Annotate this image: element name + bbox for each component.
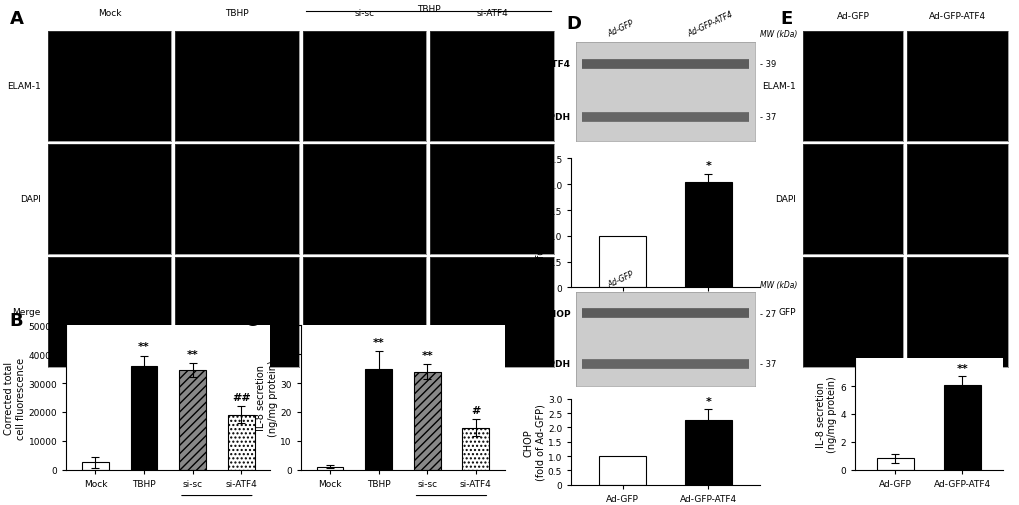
Bar	[82, 463, 109, 470]
Text: Ad-GFP: Ad-GFP	[836, 12, 868, 21]
Text: DAPI: DAPI	[774, 195, 795, 204]
Text: - 27: - 27	[759, 309, 775, 318]
Text: ATF4: ATF4	[545, 60, 571, 69]
Text: F: F	[812, 347, 824, 366]
Text: GFP: GFP	[777, 308, 795, 317]
Text: Ad-GFP: Ad-GFP	[606, 19, 635, 39]
Text: E: E	[780, 10, 792, 28]
Text: DAPI: DAPI	[20, 195, 41, 204]
Text: MW (kDa): MW (kDa)	[759, 280, 797, 289]
Text: C: C	[244, 311, 257, 329]
Text: **: **	[138, 342, 150, 351]
Text: #: #	[471, 405, 480, 415]
Bar	[414, 372, 440, 470]
Bar	[316, 467, 343, 470]
Text: MW (kDa): MW (kDa)	[759, 30, 797, 39]
Text: Ad-GFP-ATF4: Ad-GFP-ATF4	[928, 12, 985, 21]
Bar	[943, 385, 980, 470]
Text: - 37: - 37	[759, 360, 775, 368]
Text: ELAM-1: ELAM-1	[7, 82, 41, 91]
Text: B: B	[9, 311, 22, 329]
Text: Merge: Merge	[12, 308, 41, 317]
Bar	[875, 459, 913, 470]
Bar	[462, 428, 489, 470]
Text: GAPDH: GAPDH	[534, 360, 571, 368]
Bar	[130, 366, 157, 470]
Text: ELAM-1: ELAM-1	[761, 82, 795, 91]
Bar	[227, 415, 255, 470]
Y-axis label: ATF4
(fold of Ad-GFP): ATF4 (fold of Ad-GFP)	[523, 185, 544, 262]
Y-axis label: IL-8 secretion
(ng/mg protein): IL-8 secretion (ng/mg protein)	[256, 360, 277, 436]
Text: Ad-GFP-ATF4: Ad-GFP-ATF4	[686, 261, 734, 289]
Bar	[684, 182, 732, 288]
Text: *: *	[705, 161, 710, 171]
Text: GAPDH: GAPDH	[534, 113, 571, 122]
Bar	[684, 420, 732, 485]
Text: A: A	[10, 10, 24, 28]
Text: si-ATF4: si-ATF4	[476, 9, 507, 18]
Text: **: **	[956, 363, 967, 373]
Y-axis label: IL-8 secretion
(ng/mg protein): IL-8 secretion (ng/mg protein)	[815, 376, 837, 452]
Text: Ad-GFP: Ad-GFP	[606, 269, 635, 289]
Text: Mock: Mock	[98, 9, 121, 18]
Text: **: **	[421, 350, 433, 360]
Text: **: **	[372, 337, 384, 347]
Y-axis label: CHOP
(fold of Ad-GFP): CHOP (fold of Ad-GFP)	[523, 403, 544, 480]
Bar	[179, 370, 206, 470]
Text: - 39: - 39	[759, 60, 775, 69]
Bar	[365, 369, 391, 470]
Text: *: *	[705, 396, 710, 407]
Bar	[598, 456, 646, 485]
Text: ##: ##	[231, 392, 251, 402]
Text: si-sc: si-sc	[355, 9, 374, 18]
Y-axis label: Corrected total
cell fluorescence: Corrected total cell fluorescence	[4, 357, 25, 439]
Bar	[598, 236, 646, 288]
Text: TBHP: TBHP	[225, 9, 249, 18]
Text: Ad-GFP-ATF4: Ad-GFP-ATF4	[686, 10, 734, 39]
Text: CHOP: CHOP	[542, 309, 571, 318]
Text: **: **	[186, 349, 199, 359]
Text: D: D	[566, 15, 581, 33]
Text: - 37: - 37	[759, 113, 775, 122]
Text: TBHP: TBHP	[416, 5, 440, 14]
